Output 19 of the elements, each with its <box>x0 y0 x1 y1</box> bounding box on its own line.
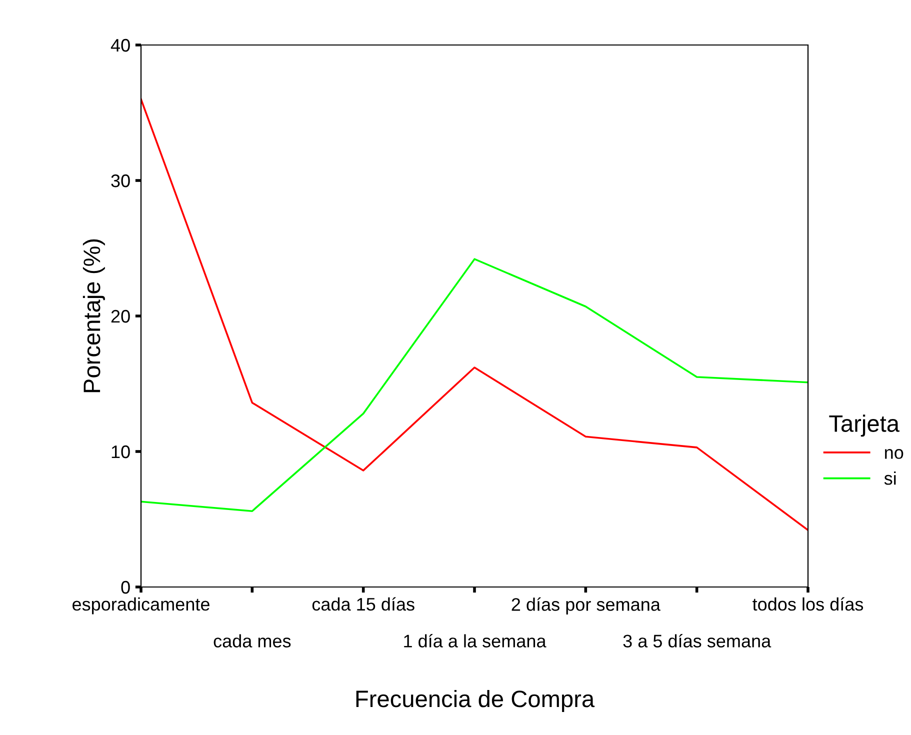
x-tick-label: 2 días por semana <box>512 597 660 614</box>
y-tick-label: 40 <box>110 38 130 52</box>
line-series <box>141 258 808 512</box>
x-tick-label: esporadicamente <box>72 597 210 614</box>
legend-label: si <box>884 472 896 485</box>
y-tick-label: 10 <box>112 445 130 458</box>
x-tick-label: cada mes <box>214 634 291 648</box>
y-tick-label: 0 <box>121 580 130 594</box>
y-axis-title: Porcentaje (%) <box>82 239 105 392</box>
x-tick-label: cada 15 días <box>312 597 414 611</box>
x-tick-label: 3 a 5 días semana <box>623 634 772 648</box>
x-tick-label: todos los días <box>752 597 864 611</box>
legend-label: no <box>885 449 904 459</box>
x-tick-label: 1 día a la semana <box>404 634 546 648</box>
y-tick-label: 20 <box>111 310 130 323</box>
y-tick-label: 30 <box>111 174 130 188</box>
x-axis-title: Frecuencia de Compra <box>356 690 595 712</box>
line-series <box>141 98 808 531</box>
legend-title: Tarjeta <box>829 414 900 437</box>
